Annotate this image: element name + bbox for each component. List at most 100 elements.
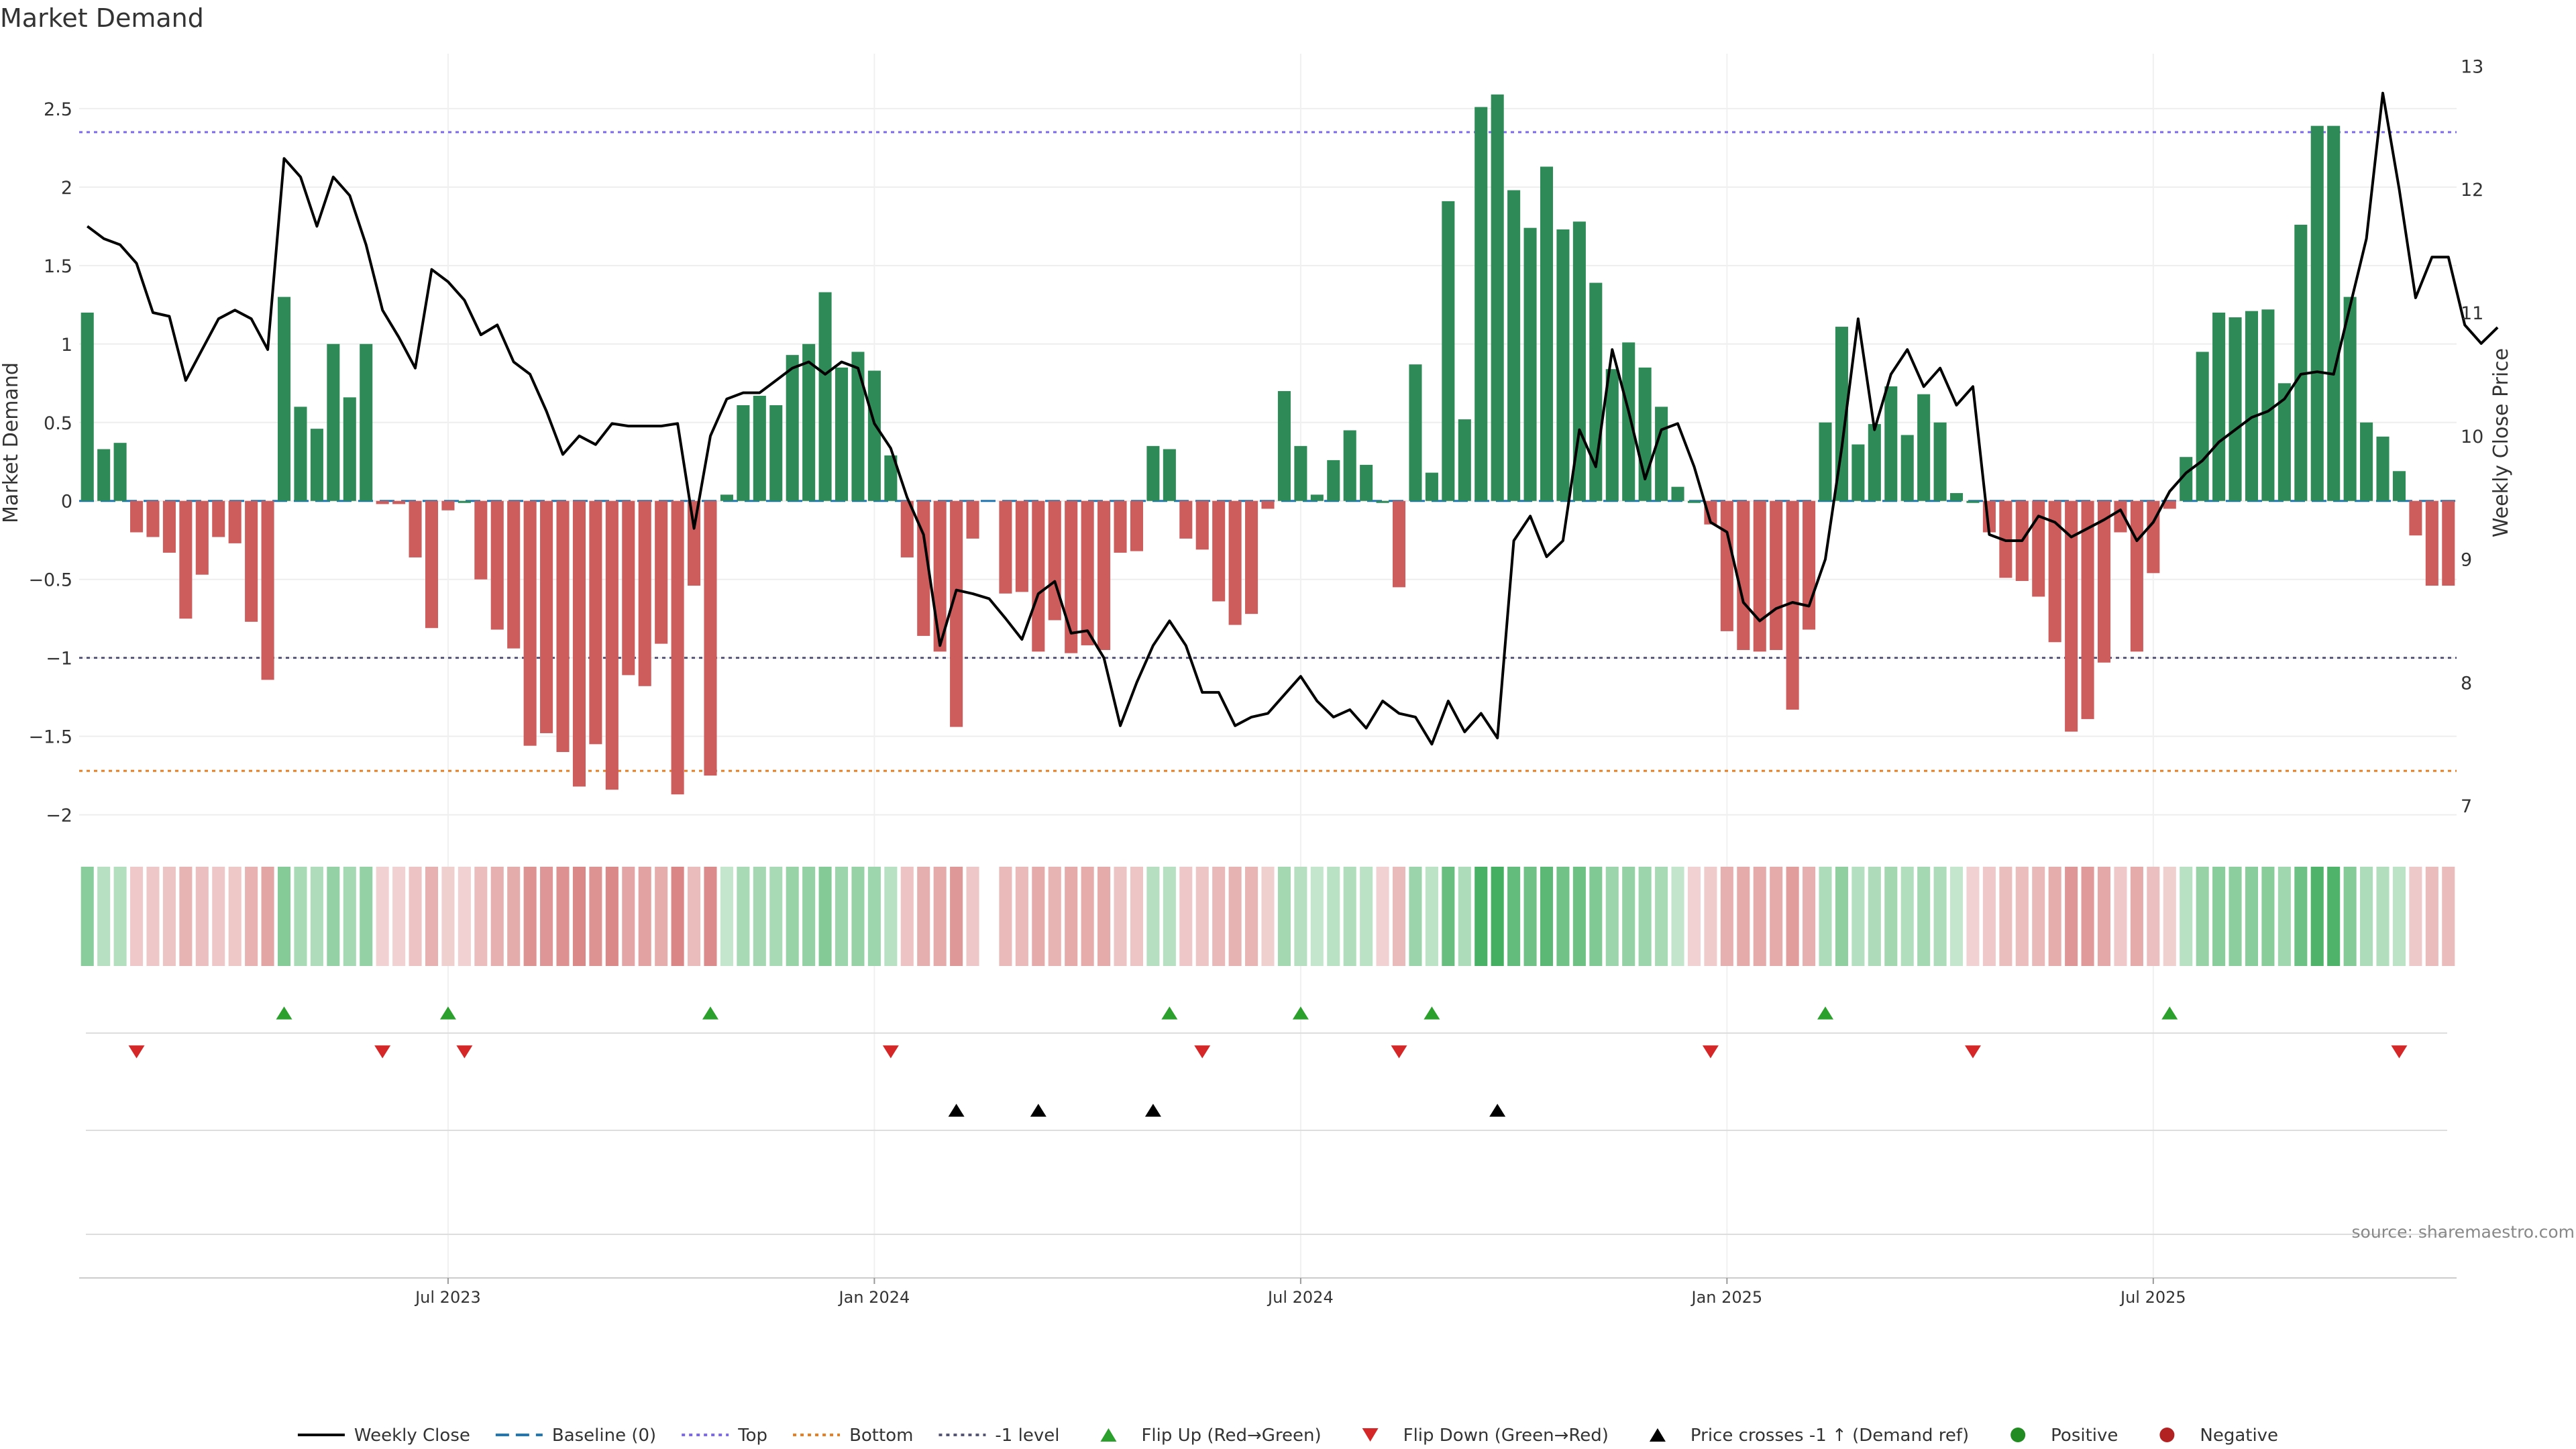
- demand-bar-positive: [1687, 500, 1701, 503]
- heat-cell: [261, 867, 274, 966]
- heat-cell: [2065, 867, 2078, 966]
- heat-cell: [1081, 867, 1094, 966]
- demand-bar-positive: [1409, 364, 1422, 501]
- demand-bar-negative: [2163, 500, 2176, 509]
- demand-bar-negative: [490, 500, 504, 630]
- heat-cell: [1655, 867, 1668, 966]
- demand-bar-negative: [1081, 500, 1094, 645]
- heat-cell: [1770, 867, 1783, 966]
- demand-bar-negative: [704, 500, 717, 776]
- demand-bar-negative: [179, 500, 193, 619]
- heat-cell: [162, 867, 176, 966]
- demand-bar-negative: [917, 500, 930, 636]
- y2-tick-label: 7: [2461, 796, 2472, 817]
- demand-bar-positive: [113, 443, 127, 501]
- demand-bar-positive: [1491, 94, 1504, 501]
- heat-cell: [884, 867, 898, 966]
- demand-bar-positive: [2261, 309, 2275, 501]
- heat-cell: [360, 867, 373, 966]
- demand-bar-positive: [327, 343, 340, 501]
- demand-bar-positive: [2343, 297, 2357, 501]
- demand-bar-positive: [1868, 424, 1881, 501]
- demand-bar-negative: [392, 500, 406, 504]
- legend-item: Top: [682, 1426, 767, 1446]
- demand-bar-negative: [2081, 500, 2094, 719]
- gridlines: [79, 54, 2457, 1278]
- heat-cell: [97, 867, 111, 966]
- heat-cell: [2442, 867, 2455, 966]
- heat-cell: [1540, 867, 1554, 966]
- demand-bar-negative: [523, 500, 537, 746]
- demand-bar-positive: [884, 455, 898, 501]
- y-tick-label: −1.5: [28, 727, 72, 748]
- heat-cell: [1868, 867, 1881, 966]
- heat-cell: [572, 867, 586, 966]
- heat-cell: [1835, 867, 1848, 966]
- heat-cell: [1819, 867, 1832, 966]
- y-tick-label: −1: [46, 649, 72, 669]
- heat-cell: [409, 867, 422, 966]
- demand-bar-negative: [2032, 500, 2045, 597]
- heat-cell: [1048, 867, 1061, 966]
- demand-bar-positive: [818, 292, 832, 501]
- heat-cell: [966, 867, 979, 966]
- heat-cell: [671, 867, 684, 966]
- heat-cell: [917, 867, 930, 966]
- heat-cell: [753, 867, 766, 966]
- heat-cell: [474, 867, 488, 966]
- heat-cell: [1491, 867, 1504, 966]
- heat-cell: [818, 867, 832, 966]
- demand-bar-positive: [1589, 282, 1603, 501]
- heat-cell: [2245, 867, 2259, 966]
- weekly-close-line: [86, 91, 2499, 746]
- demand-bar-positive: [1294, 445, 1307, 501]
- heat-cell: [1753, 867, 1766, 966]
- demand-bar-positive: [1884, 386, 1898, 501]
- signal-markers: [86, 1006, 2447, 1235]
- heat-cell: [1228, 867, 1242, 966]
- heat-cell: [2097, 867, 2111, 966]
- heat-cell: [1589, 867, 1603, 966]
- legend-swatch-negative-icon: [2159, 1428, 2175, 1442]
- demand-bar-positive: [1556, 229, 1570, 501]
- heat-cell: [441, 867, 455, 966]
- y-tick-label: −2: [46, 806, 72, 826]
- demand-bar-negative: [425, 500, 439, 629]
- demand-bar-negative: [1228, 500, 1242, 625]
- heat-cell: [1556, 867, 1570, 966]
- heat-cell: [458, 867, 471, 966]
- heat-cell: [294, 867, 307, 966]
- demand-bar-positive: [1966, 500, 1980, 503]
- demand-bar-positive: [2277, 383, 2291, 501]
- source-note: source: sharemaestro.com: [2352, 1222, 2575, 1242]
- demand-bar-positive: [1671, 486, 1684, 501]
- legend-item: Positive: [2010, 1426, 2118, 1446]
- demand-bar-positive: [97, 449, 111, 501]
- heat-cell: [2147, 867, 2160, 966]
- heat-cell: [1737, 867, 1750, 966]
- heat-cell: [1966, 867, 1980, 966]
- demand-bar-positive: [458, 500, 471, 503]
- flip-down-marker: [456, 1045, 473, 1059]
- axes: 2.5 2 1.5 1 0.5 0 −0.5 −1 −1.5 −2 13 12 11 10 9 8 7: [28, 56, 2483, 826]
- demand-bar-negative: [1179, 500, 1193, 539]
- heat-cell: [1572, 867, 1586, 966]
- flip-up-marker: [1817, 1006, 1834, 1020]
- heat-cell: [2277, 867, 2291, 966]
- demand-bar-negative: [966, 500, 979, 539]
- weekly-close-polyline: [86, 91, 2499, 746]
- demand-bar-positive: [2376, 436, 2390, 501]
- y-tick-label: 2.5: [44, 99, 72, 120]
- chart-title: Market Demand: [0, 3, 204, 33]
- heat-cell: [851, 867, 865, 966]
- demand-bar-negative: [933, 500, 947, 652]
- legend-swatch-price-cross-icon: [1649, 1428, 1666, 1442]
- demand-bar-positive: [1327, 460, 1340, 501]
- y2-tick-label: 11: [2461, 303, 2483, 324]
- heat-cell: [1097, 867, 1111, 966]
- price-cross-marker: [1030, 1104, 1046, 1117]
- demand-bar-negative: [2409, 500, 2422, 536]
- demand-bar-negative: [688, 500, 701, 586]
- flip-up-marker: [1424, 1006, 1440, 1020]
- heat-cell: [1851, 867, 1865, 966]
